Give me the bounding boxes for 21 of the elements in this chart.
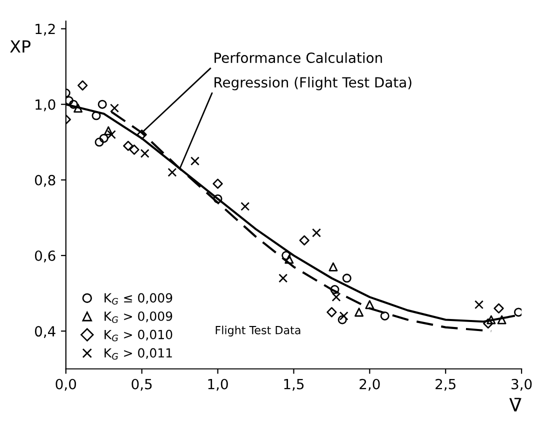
annotation: Flight Test Data [216, 326, 300, 336]
text: Performance Calculation [214, 52, 382, 64]
x-tick-label: 3,0 [512, 378, 532, 391]
x-tick-label: 1,5 [284, 379, 304, 391]
y-tick-label: 0,6 [34, 250, 56, 262]
x-tick-label: 0,0 [56, 378, 76, 391]
legend-label: K$_{G}$ > 0,010 [104, 330, 172, 342]
legend-label: K$_{G}$ > 0,011 [104, 348, 172, 360]
y-axis-title: XP [10, 40, 30, 52]
x-tick-label: 1,0 [208, 378, 228, 391]
x-tick-label: 0,5 [132, 378, 152, 391]
x-tick-label: 2,0 [360, 378, 380, 391]
y-tick-label: 1,0 [36, 99, 56, 112]
legend-label: K$_{G}$ > 0,009 [104, 311, 172, 323]
legend-label: K$_{G}$ ≤ 0,009 [104, 293, 172, 305]
x-tick-label: 2,5 [436, 378, 456, 391]
y-tick-label: 0,8 [34, 174, 56, 187]
x-axis-title: V̄ [509, 398, 522, 412]
y-tick-label: 1,2 [36, 24, 55, 36]
y-tick-label: 0,4 [34, 326, 56, 338]
text: Regression (Flight Test Data) [214, 76, 412, 90]
